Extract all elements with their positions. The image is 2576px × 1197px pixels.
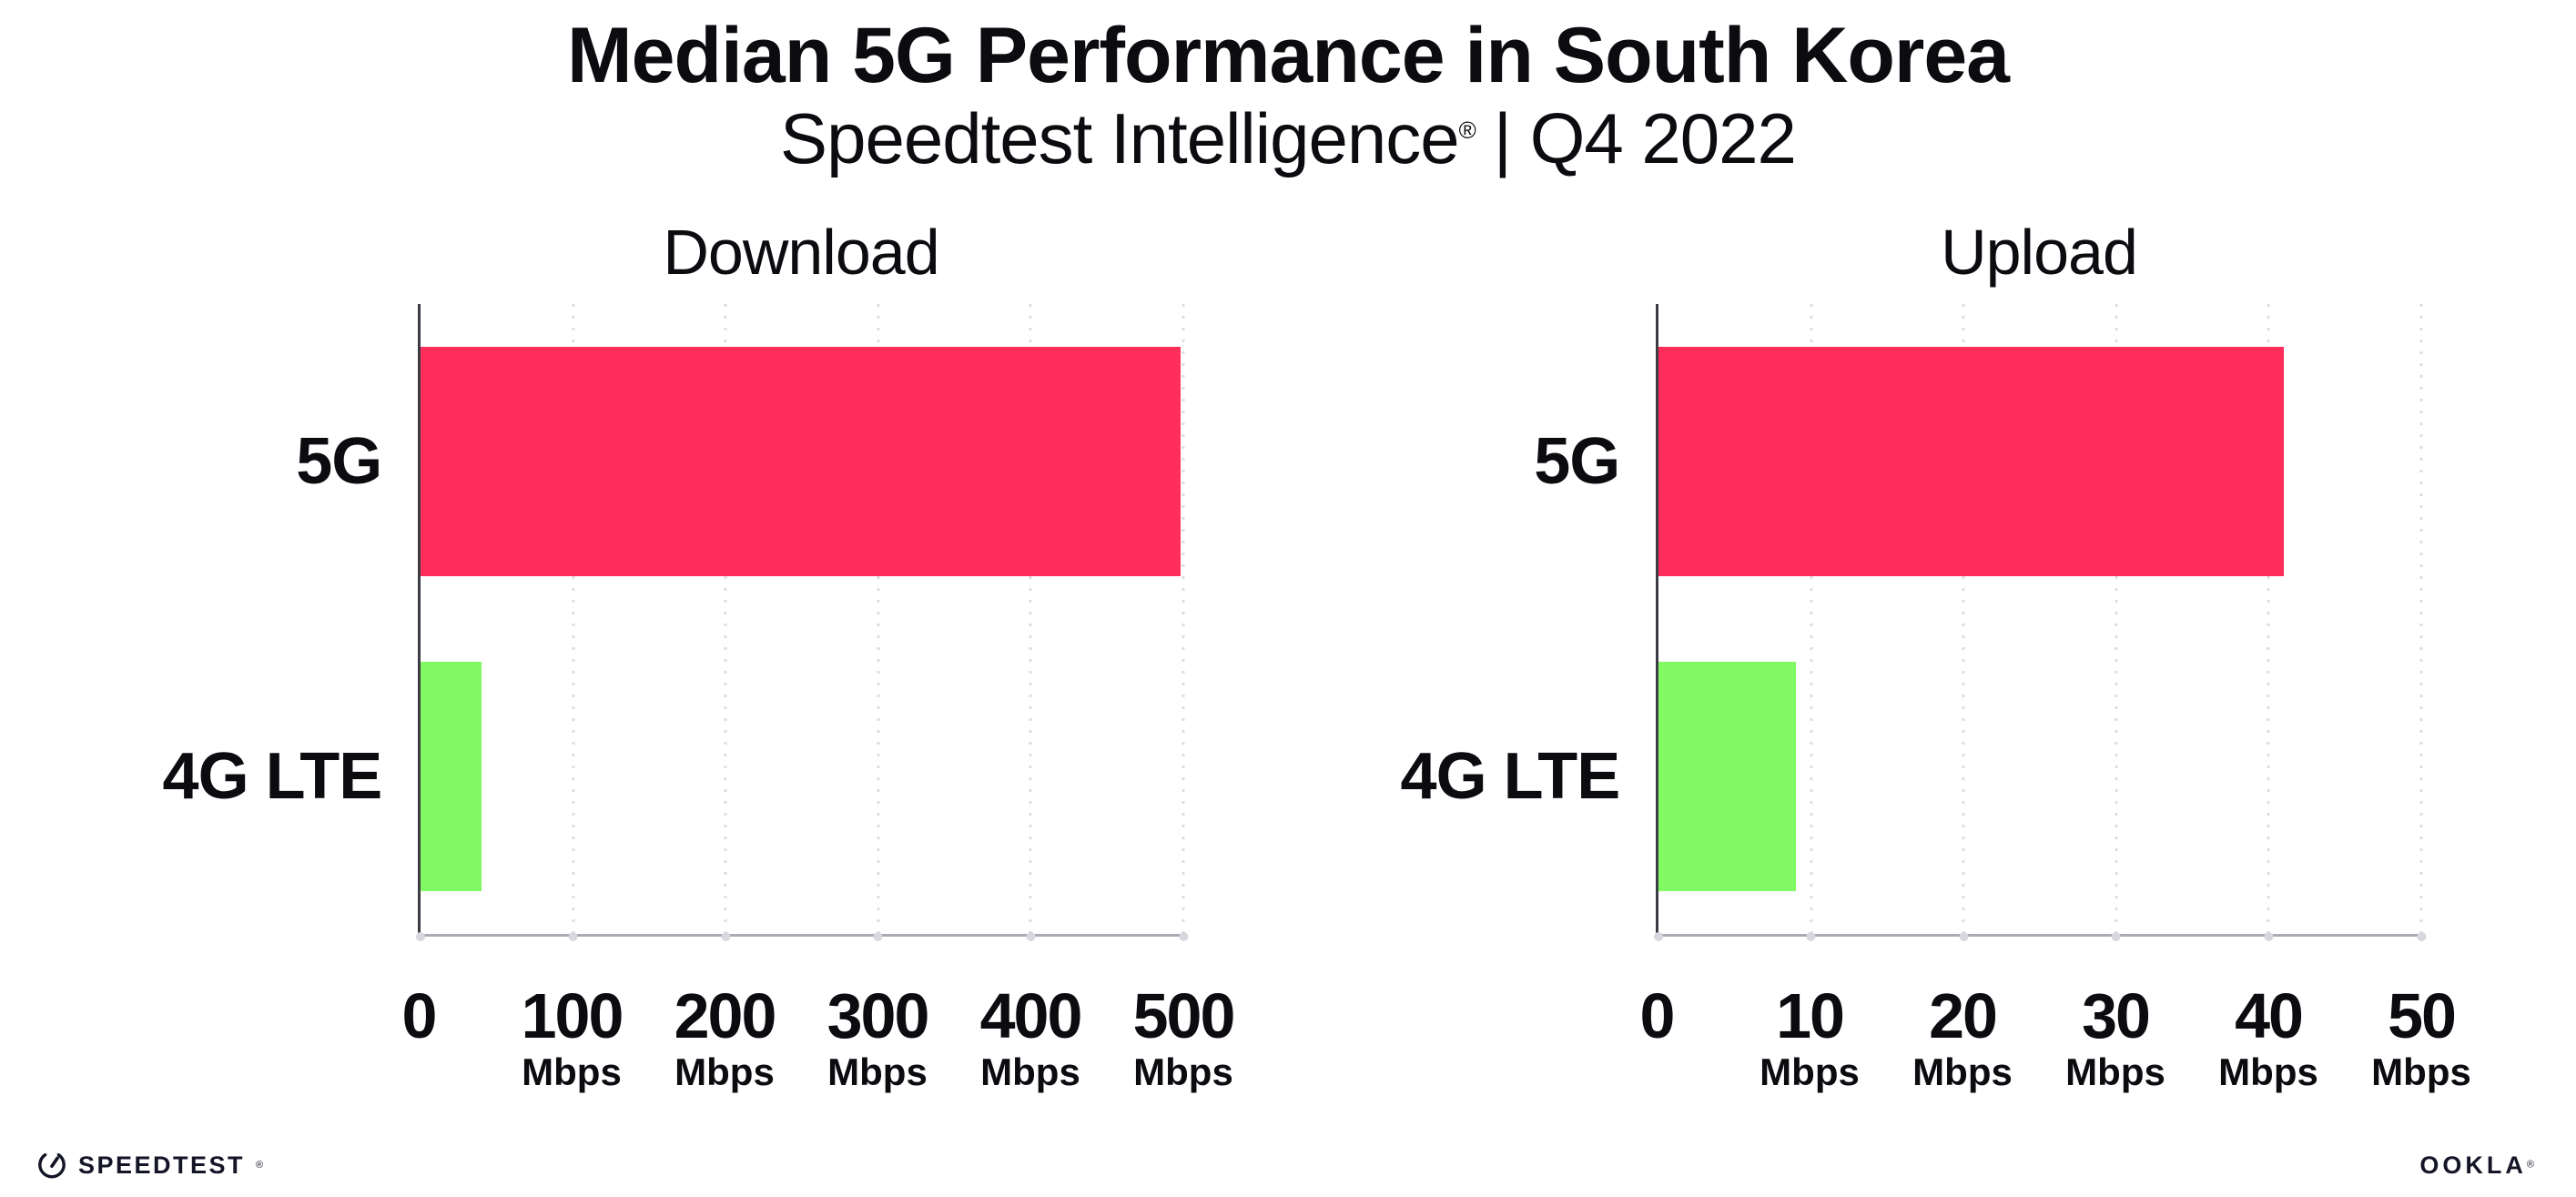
download-category-labels: 5G 4G LTE [155, 304, 418, 934]
tick-20: 20 Mbps [1912, 980, 2013, 1094]
category-label-4g-lte: 4G LTE [1400, 740, 1621, 814]
upload-chart: Upload 5G 4G LTE 0 10 Mbps [1393, 217, 2471, 1121]
download-chart: Download 5G 4G LTE 0 100 Mbps [155, 217, 1236, 1121]
bar-4g-lte-download [421, 661, 482, 892]
page-subtitle: Speedtest Intelligence® | Q4 2022 [0, 101, 2576, 177]
gridline-100 [572, 304, 575, 935]
tick-unit: Mbps [2371, 1050, 2471, 1094]
tick-500: 500 Mbps [1132, 980, 1236, 1094]
tick-unit: Mbps [980, 1050, 1080, 1094]
tick-unit: Mbps [1133, 1050, 1233, 1094]
tick-unit: Mbps [2065, 1050, 2165, 1094]
tick-unit: Mbps [1760, 1050, 1860, 1094]
tick-50: 50 Mbps [2371, 980, 2471, 1094]
tick-unit: Mbps [522, 1050, 622, 1094]
download-plot-area [418, 304, 1185, 938]
tick-300: 300 Mbps [827, 980, 930, 1094]
ookla-logo: OOKLA® [2419, 1151, 2534, 1179]
tick-unit: Mbps [1912, 1050, 2013, 1094]
page-title: Median 5G Performance in South Korea [566, 12, 2010, 99]
tick-100: 100 Mbps [521, 980, 624, 1094]
bar-4g-lte-upload [1658, 661, 1797, 892]
gridline-500 [1182, 304, 1185, 935]
tick-0: 0 [1639, 980, 1676, 1052]
gridline-200 [724, 304, 727, 935]
category-label-5g: 5G [1534, 425, 1620, 499]
upload-chart-body: 5G 4G LTE [1393, 304, 2423, 938]
tick-0: 0 [401, 980, 438, 1052]
gridline-400 [1029, 304, 1032, 935]
tick-30: 30 Mbps [2065, 980, 2165, 1094]
gridline-20 [1962, 304, 1965, 935]
download-x-axis: 0 100 Mbps 200 Mbps 300 Mbps 400 Mbps 500 Mbp… [402, 980, 1236, 1121]
upload-plot-area [1656, 304, 2423, 938]
upload-chart-title: Upload [1941, 217, 2138, 289]
subtitle-period: | Q4 2022 [1493, 98, 1797, 179]
tick-10: 10 Mbps [1760, 980, 1860, 1094]
charts-row: Download 5G 4G LTE 0 100 Mbps [0, 220, 2576, 1121]
download-chart-title: Download [663, 217, 939, 289]
tick-40: 40 Mbps [2218, 980, 2318, 1094]
subtitle-brand: Speedtest Intelligence [780, 98, 1460, 179]
gridline-10 [1810, 304, 1813, 935]
tick-unit: Mbps [2218, 1050, 2318, 1094]
tick-unit: Mbps [827, 1050, 928, 1094]
bar-5g-download [421, 346, 1181, 577]
ookla-logo-text: OOKLA [2419, 1151, 2527, 1179]
tick-unit: Mbps [674, 1050, 775, 1094]
download-chart-body: 5G 4G LTE [155, 304, 1185, 938]
gridline-50 [2419, 304, 2423, 935]
upload-x-axis: 0 10 Mbps 20 Mbps 30 Mbps 40 Mbps 50 Mbps [1640, 980, 2471, 1121]
bar-5g-upload [1658, 346, 2285, 577]
category-label-5g: 5G [296, 425, 382, 499]
footer: SPEEDTEST ® OOKLA® [36, 1150, 2534, 1181]
category-label-4g-lte: 4G LTE [162, 740, 383, 814]
upload-category-labels: 5G 4G LTE [1393, 304, 1656, 934]
registered-mark: ® [1458, 117, 1476, 145]
tick-400: 400 Mbps [979, 980, 1083, 1094]
speedtest-registered-mark: ® [256, 1160, 264, 1171]
header: Median 5G Performance in South Korea Spe… [0, 0, 2576, 177]
speedtest-logo: SPEEDTEST ® [36, 1150, 263, 1181]
gridline-30 [2115, 304, 2118, 935]
speedtest-gauge-icon [36, 1150, 67, 1181]
ookla-registered-mark: ® [2526, 1159, 2534, 1171]
gridline-300 [877, 304, 880, 935]
gridline-40 [2267, 304, 2270, 935]
speedtest-logo-text: SPEEDTEST [78, 1151, 246, 1179]
tick-200: 200 Mbps [674, 980, 777, 1094]
